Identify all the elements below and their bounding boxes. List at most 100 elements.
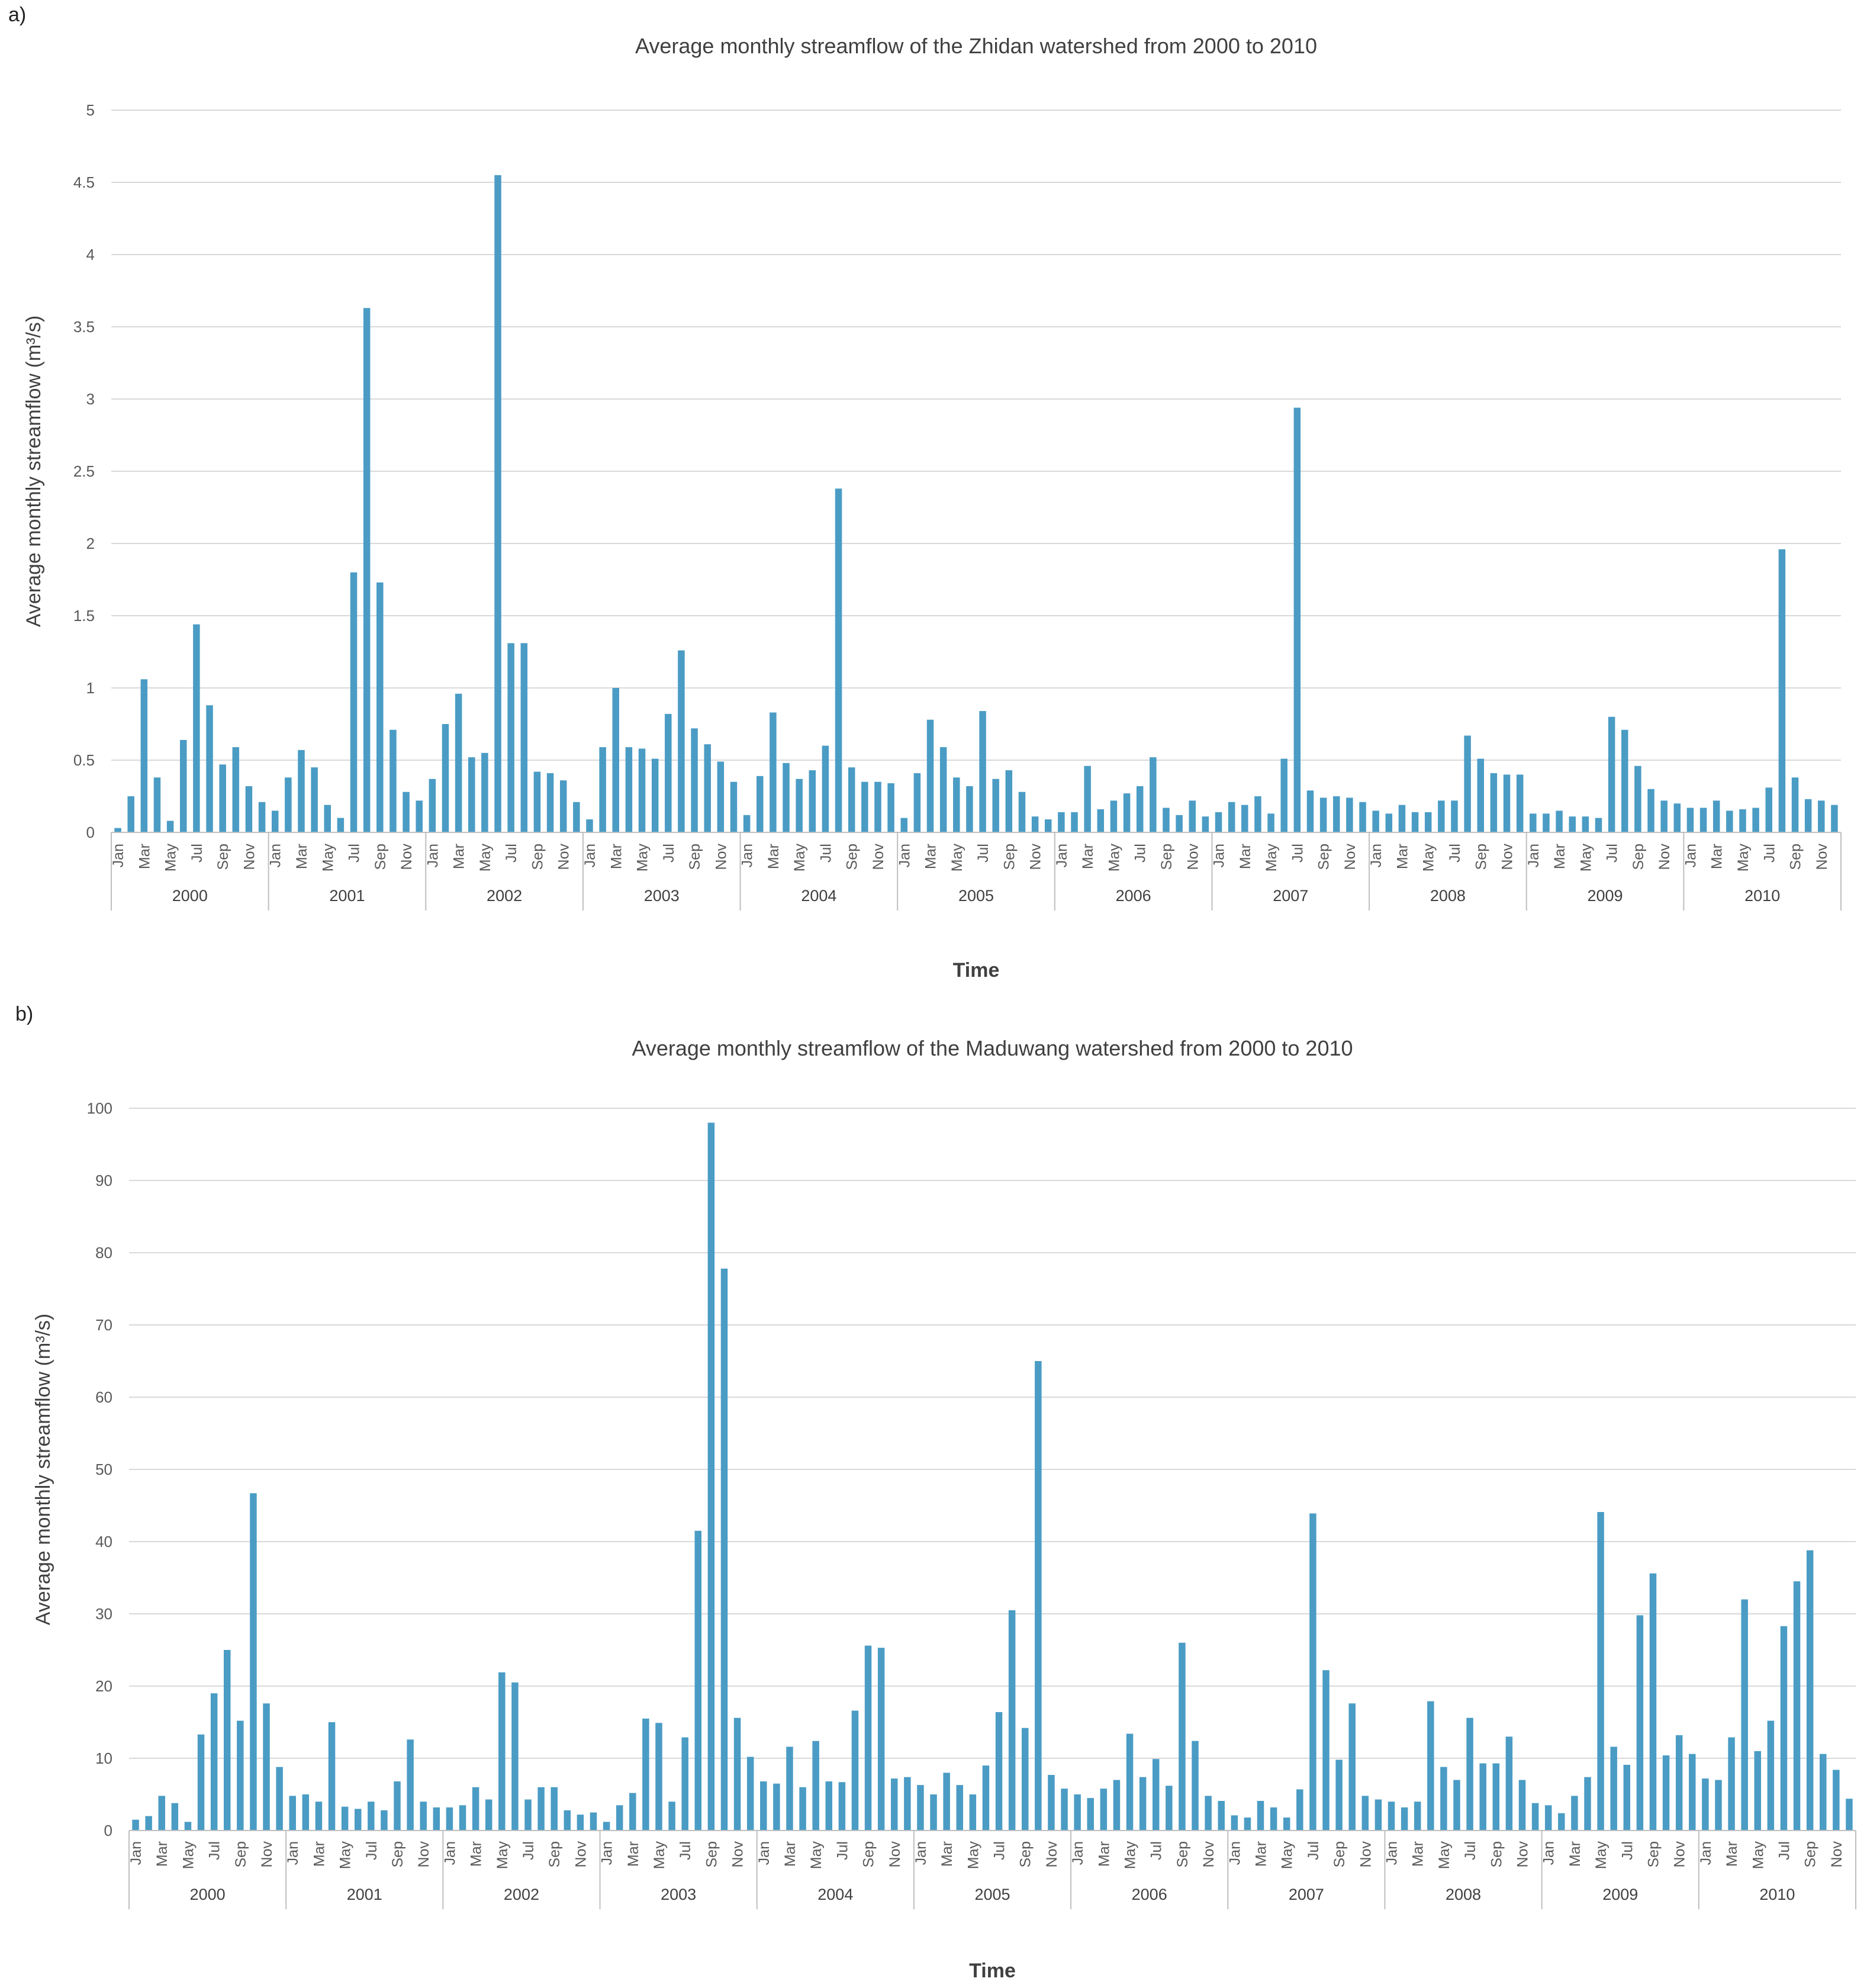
maduwang-y-tick-label: 60 — [95, 1388, 112, 1406]
maduwang-month-label: Jan — [442, 1841, 458, 1865]
zhidan-bar — [966, 786, 973, 832]
maduwang-bar — [1152, 1759, 1160, 1831]
maduwang-month-label: Jul — [1305, 1841, 1322, 1860]
maduwang-bar — [184, 1822, 192, 1831]
zhidan-y-tick-label: 5 — [86, 101, 95, 119]
maduwang-month-label: May — [180, 1841, 197, 1870]
maduwang-bar — [1846, 1799, 1853, 1831]
zhidan-month-label: Sep — [215, 844, 231, 870]
maduwang-month-label: Jan — [128, 1841, 144, 1865]
maduwang-bar — [1518, 1780, 1526, 1831]
zhidan-bar — [625, 747, 633, 832]
zhidan-bar — [1267, 813, 1274, 832]
maduwang-bar — [368, 1802, 375, 1831]
zhidan-y-tick-label: 4.5 — [73, 173, 95, 191]
zhidan-month-label: Nov — [1184, 844, 1201, 870]
maduwang-bar — [1335, 1759, 1343, 1831]
zhidan-bar — [350, 572, 358, 832]
zhidan-bar — [1241, 805, 1248, 832]
zhidan-month-label: Nov — [398, 844, 415, 870]
zhidan-bar — [756, 776, 764, 832]
maduwang-bar — [1113, 1780, 1121, 1831]
zhidan-y-tick-label: 3.5 — [73, 318, 95, 336]
maduwang-month-label: Jan — [1070, 1841, 1086, 1865]
maduwang-bar — [877, 1648, 885, 1831]
zhidan-y-tick-label: 3 — [86, 390, 95, 408]
maduwang-bar — [982, 1765, 990, 1831]
zhidan-bar — [822, 745, 829, 832]
maduwang-bar — [1087, 1798, 1094, 1831]
zhidan-month-label: May — [477, 844, 494, 872]
zhidan-month-label: Sep — [1316, 844, 1332, 870]
maduwang-bar — [341, 1806, 349, 1831]
maduwang-y-tick-label: 50 — [95, 1461, 112, 1478]
zhidan-bar — [1543, 813, 1550, 832]
maduwang-month-label: Jul — [1462, 1841, 1479, 1860]
maduwang-y-tick-label: 20 — [95, 1677, 112, 1695]
maduwang-bar — [1257, 1800, 1264, 1831]
maduwang-bar — [1780, 1626, 1788, 1831]
maduwang-bar — [171, 1803, 179, 1831]
maduwang-year-label: 2006 — [1132, 1886, 1167, 1903]
maduwang-bar — [603, 1822, 610, 1831]
maduwang-month-label: Jan — [285, 1841, 301, 1865]
maduwang-bar — [407, 1739, 414, 1831]
zhidan-bar — [1018, 792, 1026, 832]
maduwang-bar — [1610, 1746, 1617, 1831]
maduwang-bar — [1728, 1737, 1735, 1831]
maduwang-bar — [328, 1722, 336, 1831]
maduwang-bar — [1623, 1764, 1631, 1831]
zhidan-bar — [1595, 818, 1602, 832]
zhidan-bar — [1150, 757, 1157, 832]
maduwang-month-label: Mar — [1410, 1841, 1427, 1867]
zhidan-bar — [1438, 800, 1445, 832]
maduwang-y-tick-label: 0 — [104, 1822, 112, 1839]
zhidan-bar — [1044, 819, 1052, 832]
zhidan-year-label: 2002 — [487, 887, 522, 905]
maduwang-month-label: Jul — [520, 1841, 537, 1860]
maduwang-month-label: Nov — [1514, 1841, 1531, 1868]
zhidan-bar — [704, 744, 711, 832]
maduwang-month-label: Jul — [363, 1841, 380, 1860]
zhidan-year-label: 2004 — [801, 887, 836, 905]
zhidan-bar — [1058, 812, 1065, 832]
maduwang-bar — [681, 1737, 688, 1831]
maduwang-year-label: 2003 — [661, 1886, 696, 1903]
panel-a-label: a) — [8, 4, 27, 26]
maduwang-streamflow-chart: Average monthly streamflow of the Maduwa… — [32, 1036, 1856, 1982]
zhidan-year-label: 2009 — [1588, 887, 1623, 905]
zhidan-month-label: Jul — [817, 844, 834, 863]
maduwang-bar — [1571, 1796, 1578, 1831]
maduwang-year-label: 2009 — [1602, 1886, 1638, 1903]
maduwang-bar — [537, 1787, 545, 1831]
maduwang-bar — [720, 1268, 728, 1831]
zhidan-bar — [1097, 809, 1105, 832]
zhidan-bar — [848, 767, 855, 832]
zhidan-month-label: Mar — [1551, 844, 1568, 869]
zhidan-year-label: 2000 — [172, 887, 208, 905]
maduwang-bar — [956, 1785, 963, 1831]
maduwang-month-label: Jul — [1148, 1841, 1165, 1860]
maduwang-month-label: Mar — [1096, 1841, 1112, 1867]
maduwang-month-label: Sep — [861, 1841, 877, 1867]
maduwang-bar — [1715, 1780, 1722, 1831]
maduwang-month-label: Jan — [1541, 1841, 1557, 1865]
zhidan-bar — [1490, 773, 1498, 832]
maduwang-bar — [1231, 1815, 1238, 1831]
zhidan-year-label: 2008 — [1430, 887, 1466, 905]
zhidan-bar — [193, 624, 200, 832]
zhidan-bar — [285, 777, 292, 832]
zhidan-bar — [1280, 758, 1287, 832]
maduwang-bar — [263, 1703, 270, 1831]
maduwang-bar — [1479, 1763, 1486, 1831]
maduwang-month-label: Nov — [259, 1841, 275, 1868]
maduwang-bar — [1662, 1755, 1670, 1831]
maduwang-month-label: May — [1593, 1841, 1610, 1870]
maduwang-x-axis-title: Time — [969, 1960, 1016, 1982]
zhidan-bar — [153, 777, 161, 832]
zhidan-month-label: Mar — [1237, 844, 1254, 869]
maduwang-bar — [694, 1530, 702, 1831]
zhidan-bar — [507, 643, 514, 832]
maduwang-month-label: May — [1750, 1841, 1766, 1870]
zhidan-bar — [573, 802, 580, 832]
